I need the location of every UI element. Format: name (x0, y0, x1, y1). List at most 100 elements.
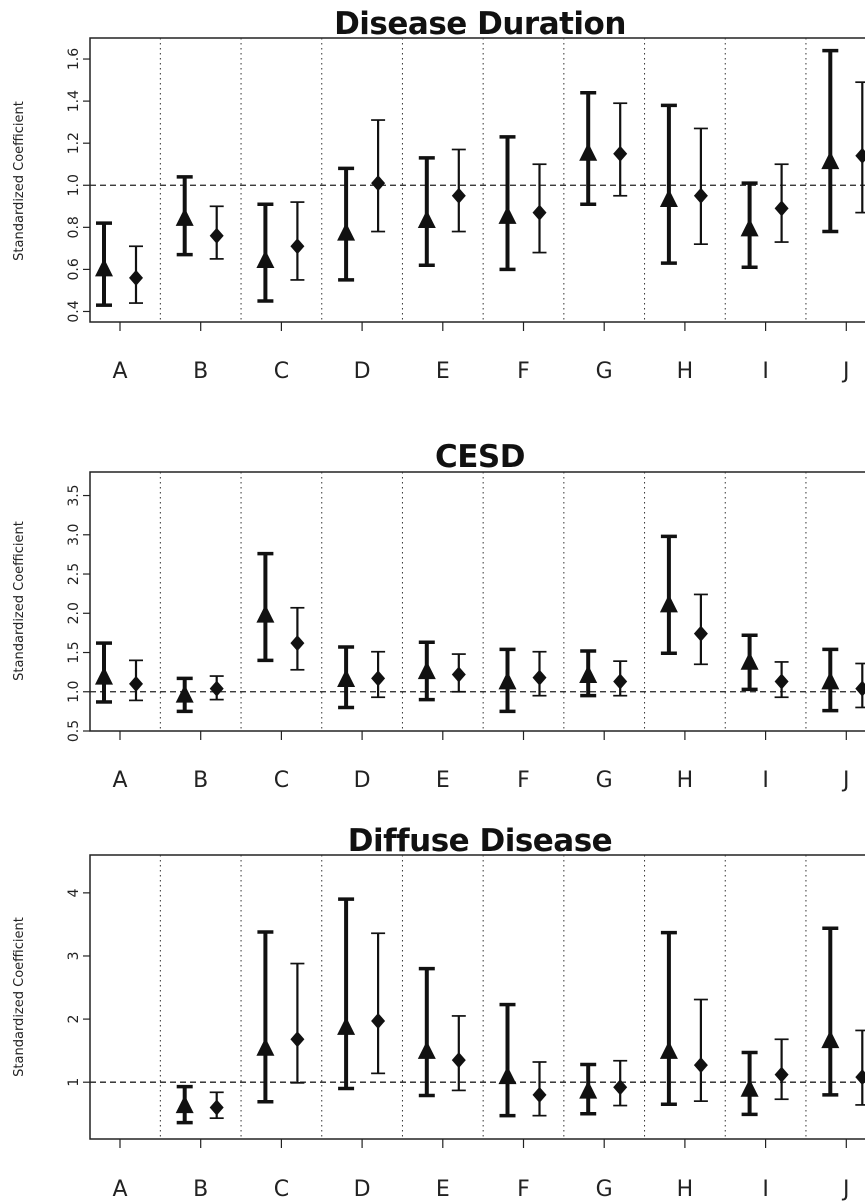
diamond-marker (613, 1079, 628, 1096)
diamond-estimate (451, 1015, 466, 1092)
y-tick-label: 0.8 (66, 216, 82, 238)
y-axis-label: Standardized Coefficient (12, 521, 27, 681)
triangle-estimate (821, 48, 840, 234)
triangle-estimate (659, 534, 678, 656)
y-axis-label: Standardized Coefficient (12, 101, 27, 261)
diamond-estimate (290, 201, 305, 281)
triangle-estimate (579, 1062, 598, 1116)
diamond-estimate (532, 1061, 547, 1117)
triangle-estimate (821, 647, 840, 713)
x-tick-label: E (436, 768, 450, 793)
diamond-marker (774, 673, 789, 690)
triangle-estimate (175, 175, 194, 257)
diamond-estimate (532, 163, 547, 254)
y-tick-label: 1.0 (66, 174, 82, 196)
triangle-marker (337, 1016, 356, 1035)
triangle-marker (417, 661, 436, 680)
triangle-estimate (498, 647, 517, 714)
diamond-marker (209, 227, 224, 244)
triangle-marker (821, 151, 840, 170)
diamond-marker (613, 145, 628, 162)
triangle-marker (579, 665, 598, 684)
triangle-estimate (740, 1050, 759, 1117)
diamond-estimate (774, 1038, 789, 1101)
triangle-marker (256, 604, 275, 623)
triangle-marker (659, 1040, 678, 1059)
triangle-marker (821, 1030, 840, 1049)
panel-2: CESD Standardized Coefficient 0.5 1.0 1.5 2.0… (12, 439, 865, 793)
diamond-marker (774, 200, 789, 217)
triangle-marker (579, 142, 598, 161)
triangle-estimate (498, 1002, 517, 1118)
triangle-marker (659, 188, 678, 207)
x-tick-label: C (274, 1177, 289, 1202)
diamond-estimate (290, 606, 305, 671)
x-tick-label: A (112, 359, 127, 384)
triangle-estimate (659, 930, 678, 1107)
x-tick-label: D (354, 359, 371, 384)
diamond-estimate (855, 81, 865, 214)
diamond-estimate (209, 1091, 224, 1120)
triangle-marker (337, 668, 356, 687)
diamond-marker (209, 1099, 224, 1116)
triangle-estimate (337, 645, 356, 710)
triangle-estimate (95, 641, 113, 704)
triangle-marker (740, 218, 759, 237)
diamond-marker (451, 187, 466, 204)
triangle-marker (579, 1080, 598, 1099)
diamond-estimate (855, 662, 865, 709)
diamond-marker (774, 1066, 789, 1083)
triangle-estimate (256, 930, 275, 1104)
diamond-marker (129, 269, 143, 286)
diamond-estimate (209, 675, 224, 701)
triangle-marker (417, 1040, 436, 1059)
x-tick-label: B (193, 1177, 208, 1202)
x-tick-label: I (762, 359, 769, 384)
panel-title: CESD (435, 439, 525, 475)
triangle-marker (95, 666, 113, 685)
panel-1: Disease Duration Standardized Coefficient… (12, 6, 865, 384)
diamond-marker (371, 670, 386, 687)
y-tick-label: 1 (66, 1078, 82, 1087)
triangle-marker (740, 1078, 759, 1097)
diamond-marker (451, 666, 466, 683)
triangle-estimate (659, 103, 678, 265)
diamond-marker (209, 680, 224, 697)
triangle-estimate (175, 676, 194, 714)
y-tick-label: 1.5 (66, 641, 82, 663)
diamond-estimate (451, 653, 466, 693)
diamond-marker (693, 187, 708, 204)
plot-frame (89, 471, 865, 732)
plot-frame (89, 37, 865, 323)
triangle-marker (659, 594, 678, 613)
x-tick-label: F (517, 359, 530, 384)
x-tick-label: C (274, 359, 289, 384)
x-tick-label: H (677, 768, 694, 793)
diamond-estimate (209, 205, 224, 260)
x-tick-label: B (193, 768, 208, 793)
diamond-estimate (290, 962, 305, 1084)
triangle-estimate (417, 966, 436, 1098)
triangle-marker (175, 207, 194, 226)
triangle-estimate (417, 156, 436, 267)
triangle-estimate (498, 135, 517, 272)
diamond-marker (613, 673, 628, 690)
x-tick-label: J (841, 768, 850, 793)
diamond-marker (855, 1069, 865, 1086)
diamond-estimate (371, 932, 386, 1075)
y-tick-label: 0.4 (66, 300, 82, 322)
diamond-marker (451, 1052, 466, 1069)
plot-frame (89, 854, 865, 1140)
triangle-marker (498, 1066, 517, 1085)
diamond-estimate (532, 650, 547, 697)
y-tick-label: 2.5 (66, 563, 82, 585)
diamond-estimate (451, 148, 466, 233)
diamond-estimate (129, 659, 143, 702)
x-tick-label: J (841, 1177, 850, 1202)
triangle-estimate (821, 926, 840, 1097)
x-tick-label: J (841, 359, 850, 384)
diamond-marker (855, 147, 865, 164)
diamond-marker (693, 1057, 708, 1074)
diamond-marker (371, 1012, 386, 1029)
y-tick-label: 3.5 (66, 484, 82, 506)
